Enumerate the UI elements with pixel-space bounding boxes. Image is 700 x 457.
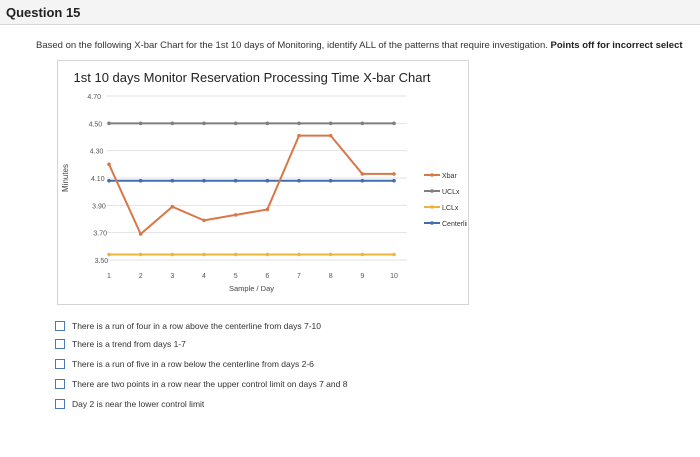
data-point-centerline bbox=[233, 178, 238, 183]
data-point-lclx bbox=[297, 252, 301, 257]
data-point-xbar bbox=[328, 133, 333, 138]
data-point-lclx bbox=[138, 252, 143, 257]
data-point-uclx bbox=[107, 121, 111, 126]
data-point-lclx bbox=[360, 252, 365, 257]
data-point-xbar bbox=[138, 232, 143, 236]
data-point-xbar bbox=[107, 162, 111, 167]
data-point-uclx bbox=[328, 121, 333, 126]
legend-marker bbox=[430, 189, 434, 193]
data-point-lclx bbox=[107, 252, 111, 257]
question-title: Question 15 bbox=[6, 5, 81, 20]
x-tick-label: 8 bbox=[329, 273, 333, 280]
x-tick-label: 9 bbox=[360, 273, 364, 280]
chart-frame bbox=[57, 60, 469, 305]
y-tick-label: 3.90 bbox=[92, 203, 106, 210]
data-point-lclx bbox=[265, 252, 270, 257]
option-run-above-centerline[interactable]: There is a run of four in a row above th… bbox=[55, 318, 321, 334]
option-label: There is a run of four in a row above th… bbox=[72, 321, 321, 331]
checkbox[interactable] bbox=[55, 399, 65, 409]
option-points-near-ucl[interactable]: There are two points in a row near the u… bbox=[55, 376, 347, 392]
option-label: There are two points in a row near the u… bbox=[72, 379, 348, 389]
checkbox[interactable] bbox=[55, 339, 65, 349]
option-run-below-centerline[interactable]: There is a run of five in a row below th… bbox=[55, 356, 314, 372]
data-point-uclx bbox=[233, 121, 238, 126]
data-point-xbar bbox=[297, 133, 301, 138]
data-point-xbar bbox=[392, 172, 396, 176]
chart-title: 1st 10 days Monitor Reservation Processi… bbox=[74, 70, 431, 85]
question-instructions: Based on the following X-bar Chart for t… bbox=[36, 40, 700, 51]
legend-marker bbox=[430, 205, 434, 209]
data-point-centerline bbox=[170, 178, 175, 183]
data-point-uclx bbox=[265, 121, 270, 126]
data-point-uclx bbox=[170, 121, 175, 126]
checkbox[interactable] bbox=[55, 379, 65, 389]
y-tick-label: 4.10 bbox=[91, 176, 105, 183]
data-point-centerline bbox=[360, 178, 365, 183]
data-point-uclx bbox=[202, 121, 206, 126]
data-point-centerline bbox=[392, 178, 396, 183]
question-header: Question 15 bbox=[0, 0, 700, 25]
x-tick-label: 5 bbox=[234, 273, 238, 280]
option-label: There is a trend from days 1-7 bbox=[72, 339, 186, 349]
data-point-centerline bbox=[107, 178, 111, 183]
x-tick-label: 3 bbox=[170, 273, 174, 280]
data-point-centerline bbox=[328, 178, 333, 183]
xbar-chart: 1st 10 days Monitor Reservation Processi… bbox=[61, 70, 467, 293]
data-point-xbar bbox=[265, 207, 270, 212]
legend-label: Centerline bbox=[442, 221, 467, 228]
checkbox[interactable] bbox=[55, 359, 65, 369]
data-point-lclx bbox=[202, 252, 206, 257]
y-tick-label: 4.70 bbox=[87, 94, 101, 101]
data-point-centerline bbox=[202, 178, 206, 183]
legend-label: LCLx bbox=[442, 205, 459, 212]
data-point-uclx bbox=[392, 121, 396, 126]
data-point-uclx bbox=[297, 121, 301, 126]
y-tick-label: 4.30 bbox=[90, 149, 104, 156]
instructions-text: Based on the following X-bar Chart for t… bbox=[36, 40, 548, 51]
data-point-centerline bbox=[138, 178, 143, 183]
legend-label: UCLx bbox=[442, 189, 460, 196]
legend-label: Xbar bbox=[442, 173, 457, 180]
data-point-lclx bbox=[392, 252, 396, 257]
data-point-uclx bbox=[360, 121, 365, 126]
data-point-xbar bbox=[360, 172, 365, 176]
x-tick-label: 10 bbox=[390, 273, 398, 280]
data-point-xbar bbox=[202, 218, 206, 223]
option-trend-days-1-7[interactable]: There is a trend from days 1-7 bbox=[55, 336, 186, 352]
x-tick-label: 7 bbox=[297, 273, 301, 280]
x-tick-label: 1 bbox=[107, 273, 111, 280]
data-point-uclx bbox=[138, 121, 143, 126]
data-point-centerline bbox=[297, 178, 301, 183]
x-tick-label: 2 bbox=[139, 273, 143, 280]
y-tick-label: 4.50 bbox=[89, 121, 103, 128]
data-point-lclx bbox=[233, 252, 238, 257]
instructions-bold-text: Points off for incorrect select bbox=[550, 40, 683, 51]
data-point-centerline bbox=[265, 178, 270, 183]
data-point-xbar bbox=[233, 213, 238, 217]
checkbox[interactable] bbox=[55, 321, 65, 331]
y-tick-label: 3.50 bbox=[95, 258, 109, 265]
x-tick-label: 6 bbox=[265, 273, 269, 280]
option-label: There is a run of five in a row below th… bbox=[72, 359, 314, 369]
series-line-xbar bbox=[108, 134, 394, 236]
data-point-lclx bbox=[328, 252, 333, 257]
data-point-lclx bbox=[170, 252, 175, 257]
y-tick-label: 3.70 bbox=[93, 231, 107, 238]
legend-marker bbox=[430, 221, 434, 225]
data-point-xbar bbox=[170, 204, 175, 209]
option-label: Day 2 is near the lower control limit bbox=[72, 399, 205, 409]
x-tick-label: 4 bbox=[202, 273, 206, 280]
y-axis-label: Minutes bbox=[61, 164, 70, 192]
option-day-2-near-lcl[interactable]: Day 2 is near the lower control limit bbox=[55, 396, 204, 412]
legend-marker bbox=[430, 173, 434, 177]
x-axis-label: Sample / Day bbox=[229, 284, 274, 293]
